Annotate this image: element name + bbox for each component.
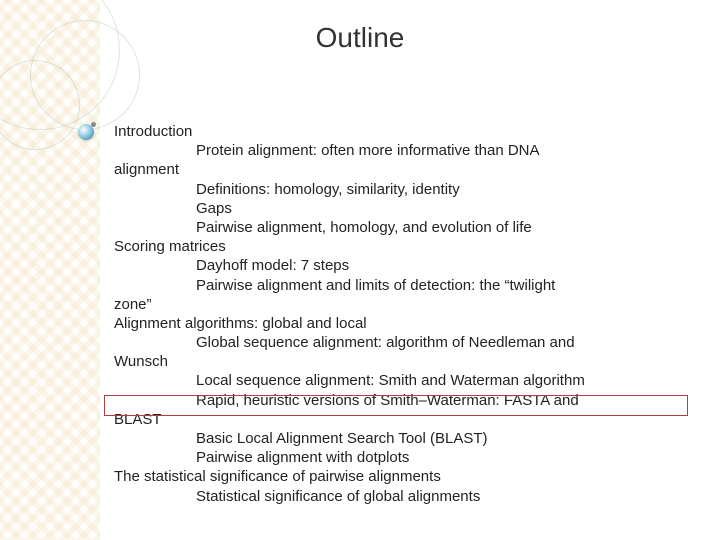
outline-line: BLAST <box>114 410 694 429</box>
outline-line: Local sequence alignment: Smith and Wate… <box>114 371 694 390</box>
outline-line: The statistical significance of pairwise… <box>114 467 694 486</box>
outline-line: Scoring matrices <box>114 237 694 256</box>
outline-line: Gaps <box>114 199 694 218</box>
outline-line: Global sequence alignment: algorithm of … <box>114 333 694 352</box>
outline-body: IntroductionProtein alignment: often mor… <box>114 122 694 506</box>
outline-line: alignment <box>114 160 694 179</box>
outline-line: Pairwise alignment, homology, and evolut… <box>114 218 694 237</box>
outline-line: Protein alignment: often more informativ… <box>114 141 694 160</box>
outline-line: Rapid, heuristic versions of Smith–Water… <box>114 391 694 410</box>
outline-line: Basic Local Alignment Search Tool (BLAST… <box>114 429 694 448</box>
outline-line: Alignment algorithms: global and local <box>114 314 694 333</box>
slide-title: Outline <box>0 22 720 54</box>
outline-line: Pairwise alignment and limits of detecti… <box>114 276 694 295</box>
outline-line: Wunsch <box>114 352 694 371</box>
outline-line: Dayhoff model: 7 steps <box>114 256 694 275</box>
outline-line: Definitions: homology, similarity, ident… <box>114 180 694 199</box>
outline-line: Pairwise alignment with dotplots <box>114 448 694 467</box>
outline-line: zone” <box>114 295 694 314</box>
bullet-orb-icon <box>78 124 94 140</box>
outline-line: Statistical significance of global align… <box>114 487 694 506</box>
outline-line: Introduction <box>114 122 694 141</box>
